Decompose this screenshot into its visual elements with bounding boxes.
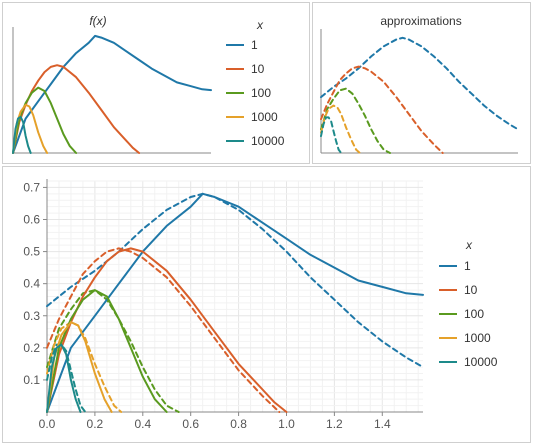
combined-curves [46, 192, 424, 413]
combined-y-tick-label: 0.6 [23, 213, 40, 227]
combined-x-tick-label: 0.8 [230, 417, 247, 431]
approximations-chart: approximations [320, 14, 519, 154]
approximations-series-10000 [320, 116, 343, 154]
combined-y-tick-label: 0.3 [23, 309, 40, 323]
fx-curves [12, 34, 212, 154]
combined-y-tick-label: 0.4 [23, 277, 40, 291]
combined-approx-series-10000 [46, 343, 87, 413]
fx-legend-title: x [256, 18, 264, 32]
combined-x-tick-label: 1.2 [326, 417, 343, 431]
combined-y-tick-label: 0.7 [23, 180, 40, 194]
combined-legend-label-10000: 10000 [464, 355, 498, 369]
combined-fx-series-1 [46, 192, 424, 413]
approximations-panel: approximations [312, 2, 531, 164]
combined-x-tick-label: 1.0 [278, 417, 295, 431]
combined-y-tick-label: 0.5 [23, 245, 40, 259]
combined-x-tick-label: 0.2 [87, 417, 104, 431]
combined-grid [46, 180, 423, 413]
combined-y-tick-label: 0.2 [23, 341, 40, 355]
combined-x-tick-label: 0.6 [182, 417, 199, 431]
fx-legend-label-100: 100 [251, 86, 271, 100]
fx-legend-label-1: 1 [251, 38, 258, 52]
combined-fx-series-10000 [46, 343, 82, 413]
combined-legend: x 1 10 100 1000 10000 [439, 238, 498, 369]
fx-panel: f(x) x 1 10 100 1000 10000 [2, 2, 310, 164]
combined-legend-label-100: 100 [464, 307, 484, 321]
combined-panel: 0.0 0.2 0.4 0.6 0.8 1.0 1.2 1.4 0.1 0.2 0.3 0.4 0.5 0… [2, 166, 531, 443]
approximations-title: approximations [380, 14, 461, 28]
fx-legend-label-1000: 1000 [251, 110, 278, 124]
combined-y-tick-label: 0.1 [23, 373, 40, 387]
combined-x-tick-label: 0.0 [39, 417, 56, 431]
fx-legend-label-10: 10 [251, 62, 265, 76]
fx-legend: x 1 10 100 1000 10000 [226, 18, 285, 148]
combined-legend-label-1000: 1000 [464, 331, 491, 345]
approximations-series-100 [320, 87, 391, 154]
fx-series-1 [12, 34, 212, 154]
combined-x-tick-label: 1.4 [374, 417, 391, 431]
fx-legend-label-10000: 10000 [251, 134, 285, 148]
combined-x-tick-label: 0.4 [134, 417, 151, 431]
approximations-series-1 [320, 36, 519, 131]
combined-legend-label-1: 1 [464, 259, 471, 273]
combined-chart: 0.0 0.2 0.4 0.6 0.8 1.0 1.2 1.4 0.1 0.2 0.3 0.4 0.5 0… [23, 179, 498, 431]
approximations-series-10 [320, 65, 444, 154]
fx-chart: f(x) x 1 10 100 1000 10000 [12, 14, 285, 154]
combined-approx-series-10 [46, 247, 281, 413]
approximations-curves [320, 36, 519, 154]
approximations-series-1000 [320, 104, 361, 154]
combined-legend-label-10: 10 [464, 283, 478, 297]
fx-series-10000 [12, 115, 32, 154]
fx-title: f(x) [89, 14, 106, 28]
combined-legend-title: x [465, 238, 473, 252]
